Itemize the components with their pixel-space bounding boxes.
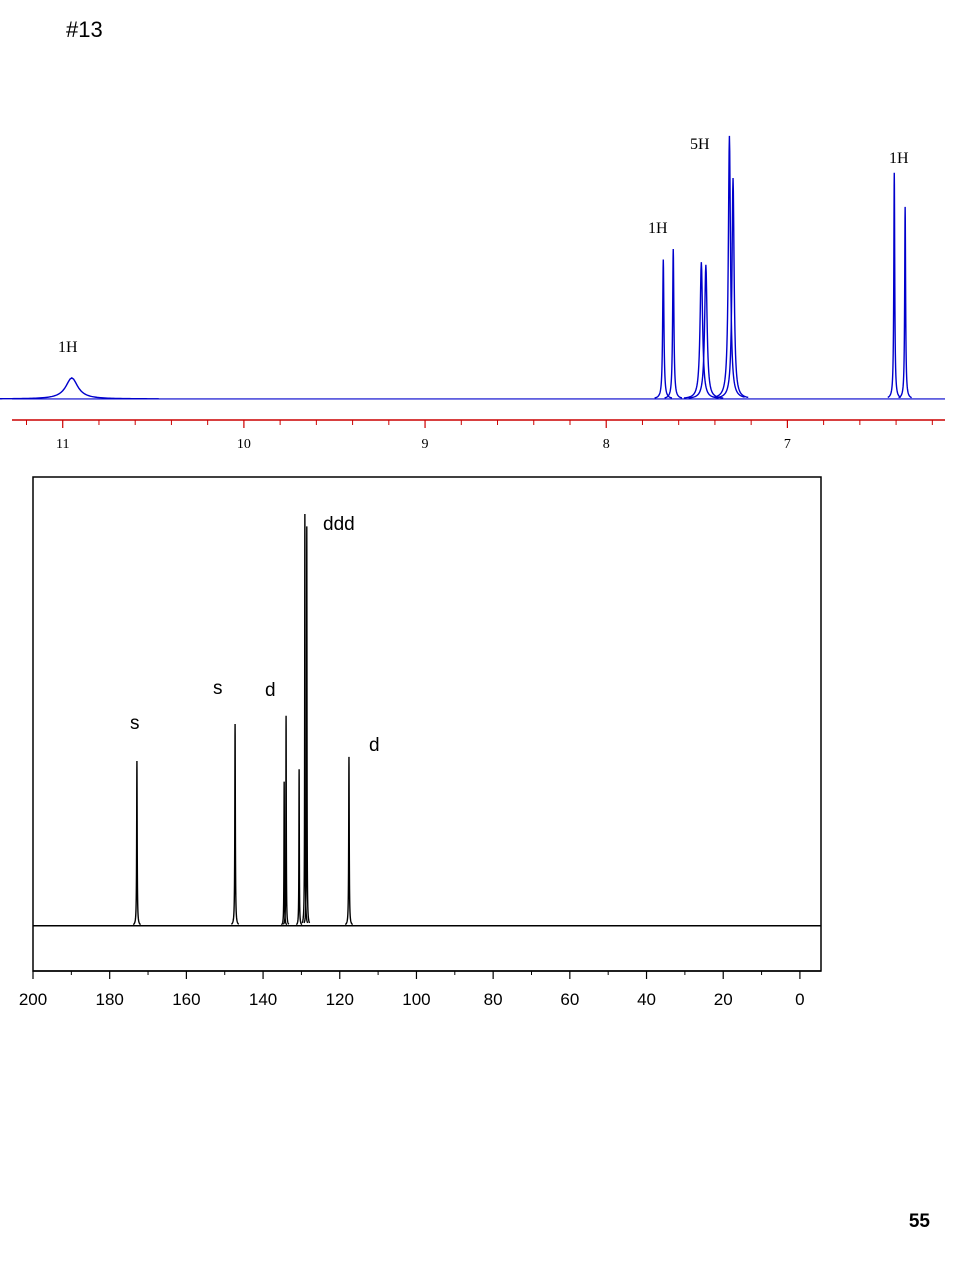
peak [344, 756, 354, 926]
peak [654, 259, 673, 399]
x-tick-label: 80 [484, 990, 503, 1009]
x-tick-label: 0 [795, 990, 804, 1009]
peak [230, 723, 240, 925]
x-tick-label: 8 [603, 437, 610, 452]
annotation: 1H [648, 220, 668, 237]
peak [717, 177, 749, 399]
x-tick-label: 160 [172, 990, 200, 1009]
x-tick-label: 180 [96, 990, 124, 1009]
annotation: ddd [323, 514, 355, 535]
x-tick-label: 20 [714, 990, 733, 1009]
x-tick-label: 60 [560, 990, 579, 1009]
peak [0, 377, 159, 400]
annotation: 5H [690, 136, 710, 153]
annotations: 1H 1H 5H 1H [58, 136, 909, 356]
annotations: s s d ddd d [130, 514, 380, 756]
peak [282, 715, 290, 925]
peak [301, 514, 309, 924]
annotation: s [130, 713, 140, 734]
x-tick-label: 11 [56, 437, 69, 452]
annotation: 1H [889, 150, 909, 167]
x-tick-label: 120 [326, 990, 354, 1009]
x-tick-label: 40 [637, 990, 656, 1009]
peak [132, 761, 141, 926]
plot-frame [32, 476, 822, 972]
annotation: d [369, 735, 380, 756]
x-tick-label: 140 [249, 990, 277, 1009]
peak [714, 135, 745, 398]
peak [303, 526, 311, 924]
page-number: 55 [909, 1211, 931, 1232]
peak [683, 262, 719, 399]
peak [887, 172, 902, 399]
annotation: s [213, 678, 223, 699]
peak [688, 264, 724, 399]
peak [664, 248, 683, 399]
peak [281, 781, 288, 926]
x-tick-label: 9 [422, 437, 429, 452]
x-tick-label: 10 [237, 437, 251, 452]
x-tick-label: 100 [402, 990, 430, 1009]
x-tick-label: 7 [784, 437, 791, 452]
annotation: d [265, 680, 276, 701]
peak [295, 769, 303, 926]
x-tick-label: 200 [19, 990, 47, 1009]
page-title: #13 [66, 17, 103, 42]
peak [898, 206, 912, 399]
annotation: 1H [58, 339, 78, 356]
